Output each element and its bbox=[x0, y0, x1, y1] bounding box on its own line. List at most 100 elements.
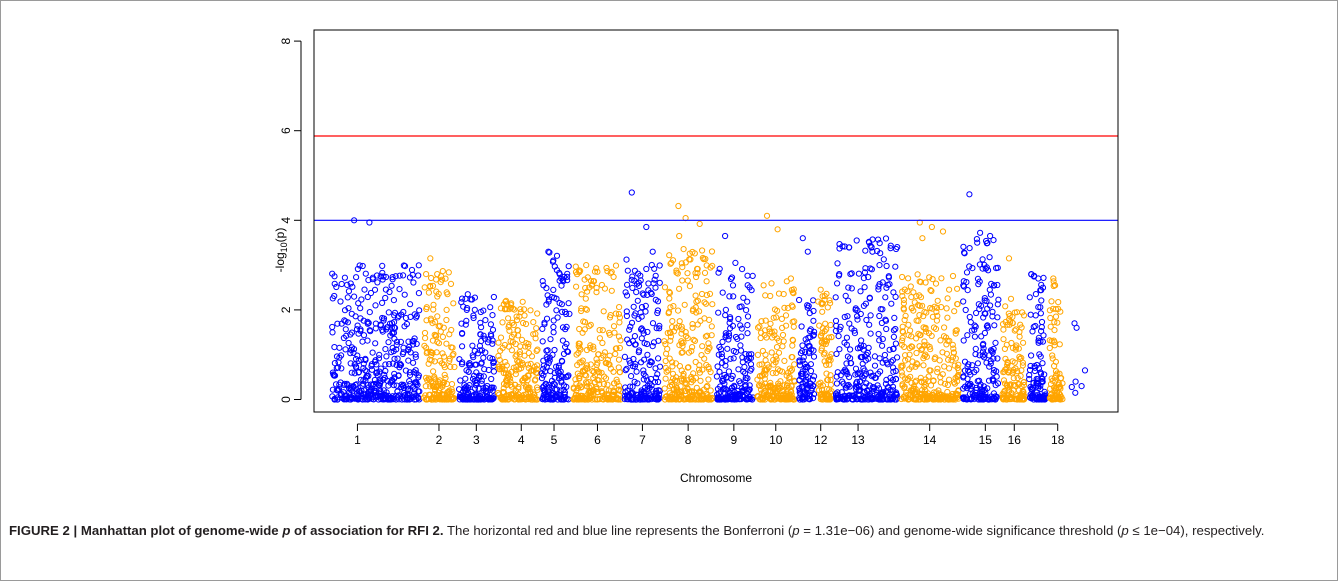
snp-point bbox=[412, 354, 419, 361]
snp-point bbox=[762, 317, 769, 324]
snp-point bbox=[936, 396, 944, 403]
snp-point bbox=[398, 381, 405, 388]
snp-point bbox=[490, 384, 497, 391]
snp-point bbox=[699, 366, 706, 373]
snp-point bbox=[581, 276, 588, 283]
snp-point bbox=[633, 368, 640, 375]
snp-point bbox=[883, 388, 890, 395]
snp-point bbox=[656, 279, 663, 286]
snp-point bbox=[798, 323, 805, 330]
snp-point bbox=[884, 389, 891, 396]
snp-point bbox=[642, 308, 649, 315]
snp-point bbox=[870, 372, 877, 379]
snp-point bbox=[892, 390, 899, 397]
snp-point bbox=[1037, 385, 1044, 393]
snp-point bbox=[819, 308, 826, 315]
snp-point bbox=[694, 321, 701, 328]
snp-point bbox=[757, 386, 765, 393]
snp-point bbox=[704, 332, 711, 339]
snp-point bbox=[628, 396, 636, 403]
snp-point bbox=[984, 324, 992, 331]
snp-point bbox=[550, 323, 557, 331]
y-tick-label: 4 bbox=[279, 217, 293, 224]
snp-point bbox=[989, 349, 996, 356]
snp-point bbox=[400, 349, 407, 356]
snp-point bbox=[435, 340, 443, 347]
snp-point bbox=[517, 361, 524, 368]
snp-point bbox=[694, 265, 701, 273]
snp-point bbox=[423, 304, 430, 311]
snp-point bbox=[390, 348, 397, 355]
snp-point bbox=[739, 266, 746, 273]
snp-point bbox=[989, 308, 996, 315]
snp-point bbox=[389, 360, 396, 367]
snp-point bbox=[856, 378, 864, 385]
snp-point bbox=[344, 382, 351, 389]
snp-point bbox=[864, 396, 872, 403]
snp-point bbox=[547, 396, 554, 403]
snp-point bbox=[930, 377, 937, 384]
snp-point bbox=[934, 312, 941, 319]
snp-point bbox=[668, 382, 675, 389]
snp-point bbox=[715, 269, 722, 276]
snp-point bbox=[979, 348, 987, 355]
snp-point bbox=[627, 360, 634, 367]
snp-point bbox=[385, 309, 392, 316]
snp-point bbox=[1016, 355, 1024, 363]
snp-point bbox=[545, 359, 552, 367]
snp-point bbox=[676, 363, 684, 370]
snp-point bbox=[853, 380, 860, 387]
snp-point bbox=[718, 350, 725, 357]
snp-point bbox=[429, 282, 437, 289]
snp-point bbox=[690, 370, 697, 377]
snp-point bbox=[1048, 298, 1055, 305]
snp-point bbox=[981, 297, 988, 304]
snp-point bbox=[684, 377, 691, 384]
snp-point bbox=[581, 319, 589, 326]
snp-point bbox=[616, 314, 624, 321]
snp-point bbox=[746, 354, 753, 361]
snp-point bbox=[349, 283, 356, 290]
snp-point bbox=[357, 327, 364, 334]
snp-point bbox=[973, 309, 980, 317]
snp-point bbox=[662, 375, 669, 382]
snp-point bbox=[486, 396, 493, 403]
chromosome-unplaced-points bbox=[1068, 320, 1089, 396]
snp-point bbox=[347, 360, 354, 367]
snp-point bbox=[892, 325, 899, 333]
snp-point bbox=[527, 367, 535, 374]
snp-point bbox=[703, 262, 710, 269]
snp-point bbox=[992, 339, 999, 346]
snp-point bbox=[894, 244, 901, 251]
snp-point bbox=[365, 384, 372, 391]
snp-point bbox=[661, 338, 668, 345]
snp-point bbox=[807, 367, 815, 375]
snp-point bbox=[456, 356, 463, 363]
snp-point bbox=[709, 301, 716, 308]
snp-point bbox=[677, 383, 684, 390]
snp-point bbox=[616, 319, 623, 326]
snp-point bbox=[425, 375, 432, 382]
snp-point bbox=[1009, 370, 1016, 377]
caption-p2: p bbox=[1121, 523, 1129, 538]
snp-point bbox=[955, 367, 962, 374]
snp-point bbox=[921, 338, 928, 345]
snp-point bbox=[576, 325, 583, 333]
snp-point bbox=[628, 319, 636, 326]
snp-point bbox=[401, 323, 408, 330]
caption-p1: p bbox=[792, 523, 800, 538]
snp-point bbox=[1030, 393, 1037, 401]
snp-point bbox=[364, 293, 371, 301]
y-tick-label: 6 bbox=[279, 127, 293, 134]
snp-point bbox=[774, 384, 781, 391]
snp-point bbox=[689, 324, 696, 331]
snp-point bbox=[994, 264, 1001, 271]
snp-point bbox=[348, 310, 355, 317]
snp-point bbox=[477, 308, 484, 316]
snp-point bbox=[444, 389, 451, 396]
snp-point bbox=[743, 396, 750, 403]
snp-point bbox=[347, 280, 354, 287]
snp-point bbox=[961, 367, 969, 374]
snp-point bbox=[532, 330, 539, 337]
snp-point bbox=[951, 362, 958, 369]
